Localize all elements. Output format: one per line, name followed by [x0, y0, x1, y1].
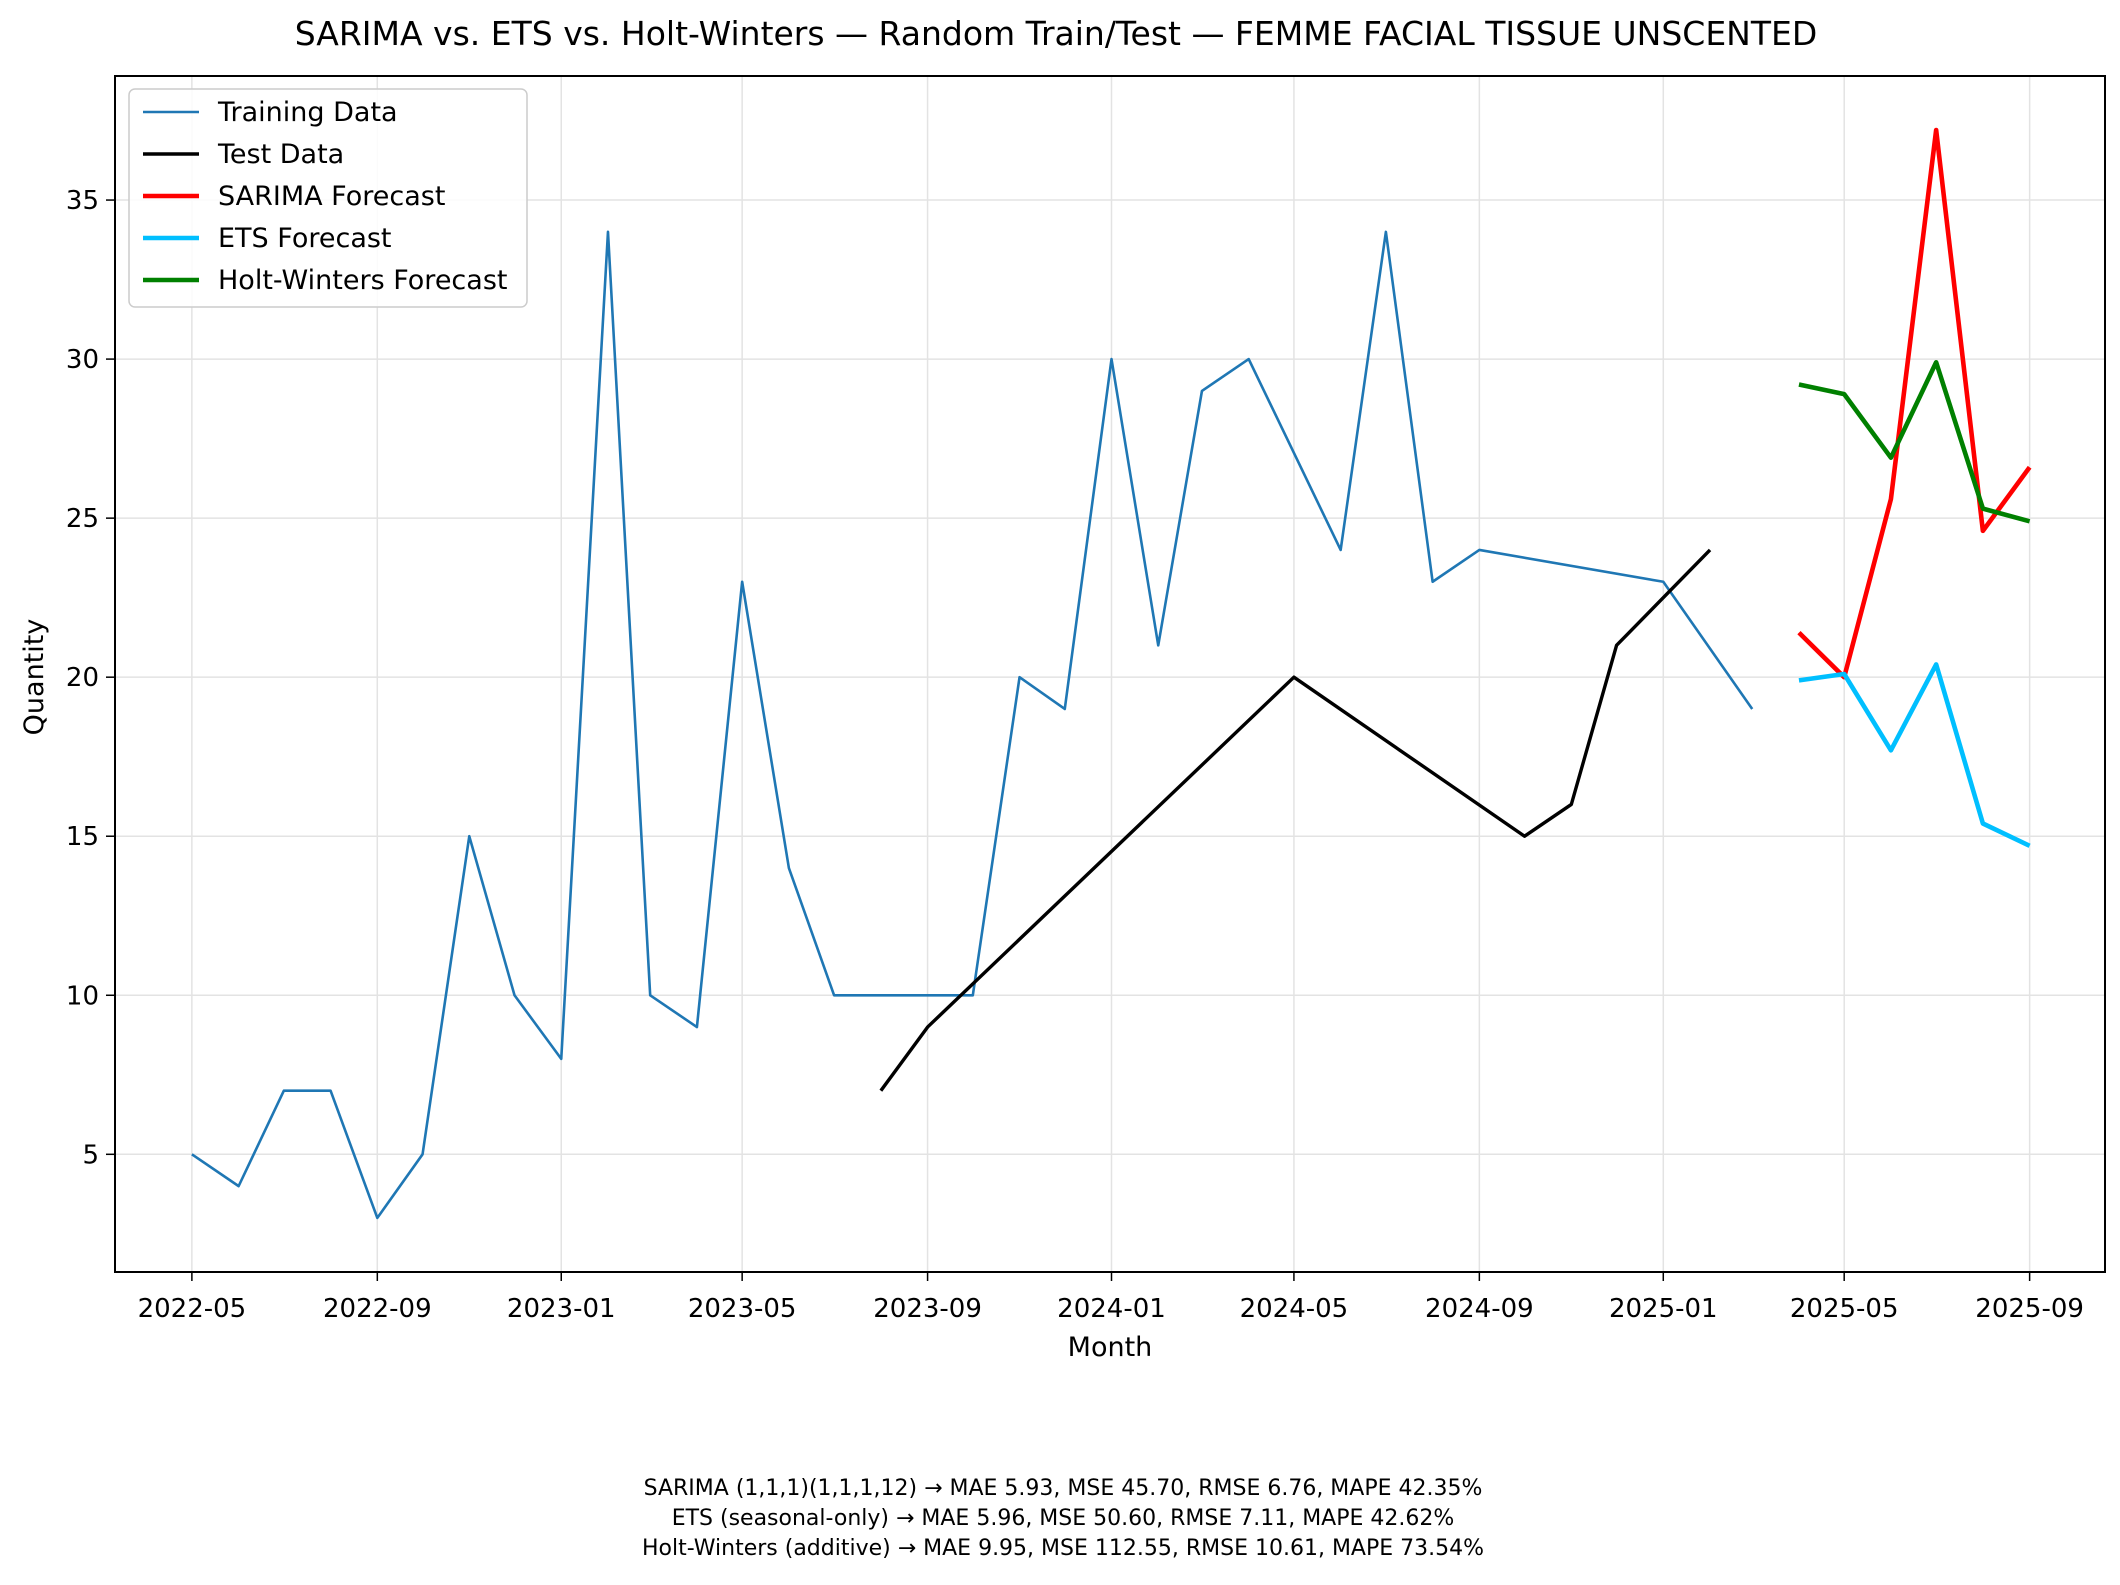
legend-label-sarima-forecast: SARIMA Forecast: [218, 181, 445, 212]
legend-label-ets-forecast: ETS Forecast: [218, 223, 392, 254]
y-tick-label: 25: [66, 504, 99, 534]
legend-label-holt-winters-forecast: Holt-Winters Forecast: [218, 265, 507, 296]
series-line-sarima-forecast: [1797, 127, 2032, 680]
legend-box: [128, 88, 528, 308]
y-axis-label: Quantity: [19, 619, 50, 736]
grid-layer: [115, 76, 2105, 1272]
x-tick-label: 2023-05: [688, 1294, 797, 1324]
series-line-ets-forecast: [1798, 662, 2031, 848]
x-tick-label: 2024-05: [1240, 1294, 1349, 1324]
x-tick-label: 2022-09: [323, 1294, 432, 1324]
x-tick-label: 2025-05: [1790, 1294, 1899, 1324]
x-tick-label: 2024-01: [1057, 1294, 1166, 1324]
x-tick-label: 2023-09: [873, 1294, 982, 1324]
x-tick-label: 2025-01: [1609, 1294, 1718, 1324]
ticks-layer: 2022-05 2022-09 2023-01 2023-05 2023-09 2024-…: [66, 186, 2084, 1324]
legend: Training Data Test Data SARIMA Forecast ETS…: [128, 88, 528, 308]
y-tick-label: 15: [66, 822, 99, 852]
metrics-line-holt-winters: Holt-Winters (additive) → MAE 9.95, MSE …: [642, 1536, 1484, 1561]
metrics-line-sarima: SARIMA (1,1,1)(1,1,1,12) → MAE 5.93, MSE…: [644, 1476, 1483, 1501]
metrics-line-ets: ETS (seasonal-only) → MAE 5.96, MSE 50.6…: [672, 1506, 1455, 1531]
x-axis-label: Month: [1068, 1332, 1153, 1363]
y-tick-label: 30: [66, 345, 99, 375]
metrics-caption: SARIMA (1,1,1)(1,1,1,12) → MAE 5.93, MSE…: [642, 1476, 1484, 1561]
y-tick-label: 5: [82, 1140, 99, 1170]
y-tick-label: 35: [66, 186, 99, 216]
chart-title: SARIMA vs. ETS vs. Holt-Winters — Random…: [295, 14, 1818, 53]
series-layer: [191, 127, 2032, 1220]
legend-entries: Training Data Test Data SARIMA Forecast ETS…: [143, 97, 507, 296]
x-tick-label: 2023-01: [507, 1294, 616, 1324]
plot-frame: [114, 75, 2106, 1273]
y-tick-label: 20: [66, 663, 99, 693]
x-tick-label: 2024-09: [1425, 1294, 1534, 1324]
x-tick-label: 2025-09: [1975, 1294, 2084, 1324]
legend-label-test-data: Test Data: [217, 139, 344, 170]
series-line-test-data: [879, 548, 1712, 1092]
legend-label-training-data: Training Data: [217, 97, 398, 128]
series-line-holt-winters-forecast: [1798, 359, 2031, 524]
x-tick-label: 2022-05: [138, 1294, 247, 1324]
y-tick-label: 10: [66, 981, 99, 1011]
series-line-training-data: [191, 230, 1754, 1220]
